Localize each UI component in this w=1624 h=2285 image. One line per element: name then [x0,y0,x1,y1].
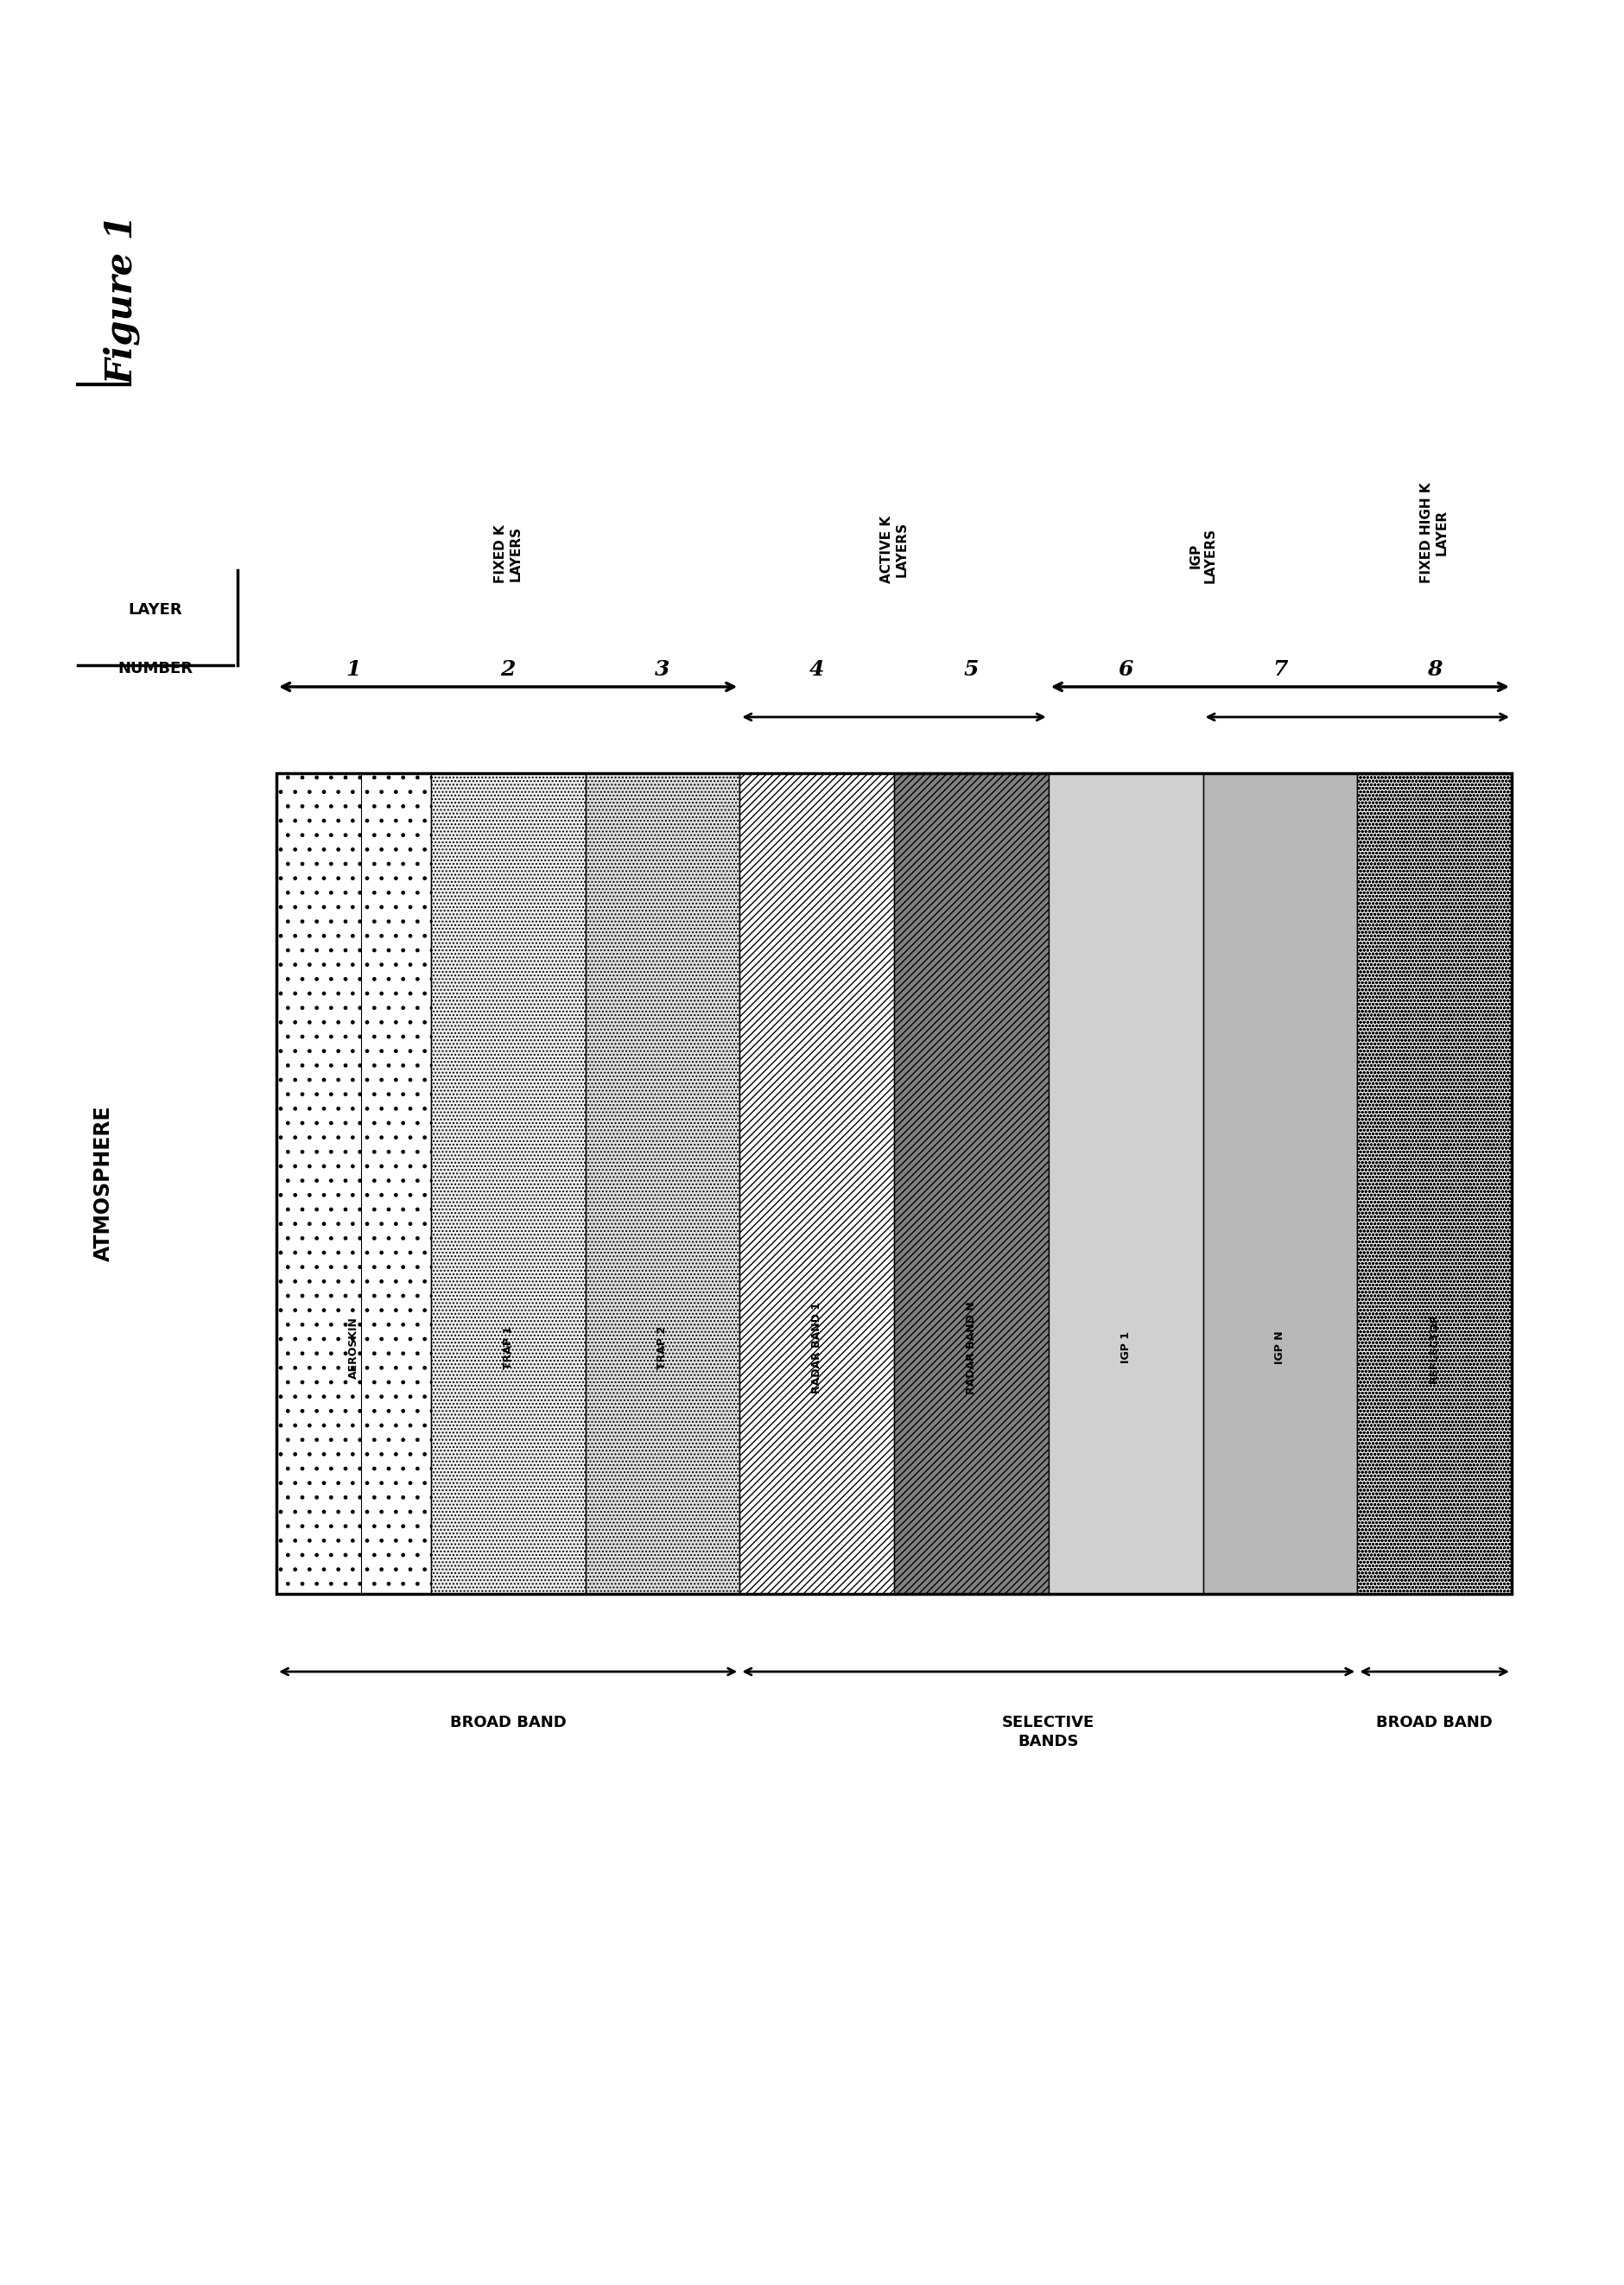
Text: NUMBER: NUMBER [119,660,193,676]
Bar [739,772,893,1595]
Bar [276,772,430,1595]
Text: FIXED HIGH K
LAYER: FIXED HIGH K LAYER [1419,482,1447,583]
Text: RADAR BAND 1: RADAR BAND 1 [810,1302,822,1394]
Bar [1047,772,1202,1595]
Text: IGP 1: IGP 1 [1119,1332,1130,1364]
Text: 4: 4 [809,658,823,681]
Text: AEROSKIN: AEROSKIN [348,1316,359,1378]
Text: IGP
LAYERS: IGP LAYERS [1189,528,1216,583]
Text: FIXED K
LAYERS: FIXED K LAYERS [494,526,521,583]
Bar [893,772,1047,1595]
Bar [1356,772,1510,1595]
Bar [276,772,1510,1595]
Bar [430,772,585,1595]
Text: 5: 5 [963,658,978,681]
Text: BROAD BAND: BROAD BAND [1376,1714,1492,1730]
Text: 3: 3 [654,658,669,681]
Text: 2: 2 [500,658,515,681]
Bar [1202,772,1356,1595]
Text: BROAD BAND: BROAD BAND [450,1714,565,1730]
Text: ACTIVE K
LAYERS: ACTIVE K LAYERS [880,516,908,583]
Text: 1: 1 [346,658,361,681]
Text: Figure 1: Figure 1 [104,215,140,384]
Text: ATMOSPHERE: ATMOSPHERE [93,1106,114,1261]
Text: TRAP 2: TRAP 2 [656,1325,667,1369]
Text: IGP N: IGP N [1273,1330,1285,1364]
Text: 6: 6 [1117,658,1132,681]
Text: LAYER: LAYER [128,603,182,617]
Text: 8: 8 [1426,658,1440,681]
Bar [585,772,739,1595]
Text: RADAR BAND N: RADAR BAND N [965,1300,976,1394]
Text: 7: 7 [1272,658,1286,681]
Text: TRAP 1: TRAP 1 [502,1325,513,1369]
Text: REFLECTOR: REFLECTOR [1427,1312,1439,1382]
Text: SELECTIVE
BANDS: SELECTIVE BANDS [1002,1714,1095,1750]
